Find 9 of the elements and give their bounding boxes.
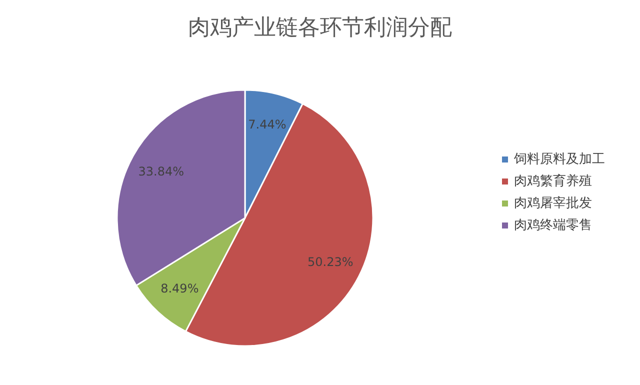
legend-label: 饲料原料及加工	[513, 152, 605, 167]
legend-label: 肉鸡屠宰批发	[514, 195, 592, 211]
legend-label: 肉鸡繁育养殖	[514, 173, 592, 189]
legend-label: 肉鸡终端零售	[514, 218, 592, 233]
data-label: 7.44%	[248, 118, 286, 132]
chart-title: 肉鸡产业链各环节利润分配	[188, 16, 452, 40]
data-label: 8.49%	[160, 281, 199, 296]
data-label: 50.23%	[308, 254, 354, 269]
data-label: 33.84%	[138, 164, 184, 178]
